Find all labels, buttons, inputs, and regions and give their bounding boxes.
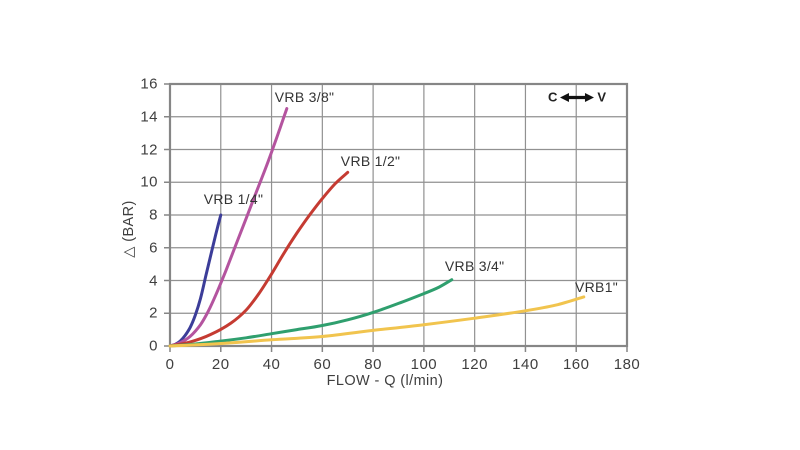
x-tick-label: 80 [364,356,382,373]
series-label-1: VRB 3/8" [274,89,335,106]
x-axis-title: FLOW - Q (l/min) [326,373,444,389]
legend-left-label: C [547,89,558,105]
y-axis-title: △ (BAR) [121,200,137,258]
x-tick-label: 140 [512,356,539,373]
x-tick-label: 100 [410,356,438,373]
x-tick-label: 40 [262,356,281,373]
legend-right-label: V [597,89,607,105]
y-tick-label: 14 [140,108,158,126]
y-tick-label: 2 [149,304,158,322]
y-tick-label: 16 [140,75,158,93]
series-label-4: VRB1" [575,279,619,296]
series-label-2: VRB 1/2" [340,152,401,169]
series-curve-4 [168,295,586,348]
x-tick-label: 60 [313,356,332,373]
plot-border [168,82,629,348]
x-tick-label: 0 [165,356,175,373]
series-curve-2 [168,170,350,348]
y-tick-label: 8 [149,206,158,224]
series-label-3: VRB 3/4" [444,257,505,274]
y-tick-label: 12 [140,141,158,158]
series-curve-1 [168,107,289,348]
x-tick-label: 120 [461,356,488,373]
flow-direction-legend: C V [548,90,606,105]
x-tick-label: 160 [562,356,590,373]
y-tick-label: 6 [149,239,158,257]
x-tick-label: 180 [613,356,641,373]
double-arrow-icon [560,92,595,102]
y-tick-label: 4 [149,272,158,289]
series-curve-3 [168,278,454,348]
y-tick-label: 10 [140,173,158,191]
y-tick-label: 0 [149,337,158,355]
series-label-0: VRB 1/4" [203,190,264,207]
x-tick-label: 20 [211,356,230,373]
